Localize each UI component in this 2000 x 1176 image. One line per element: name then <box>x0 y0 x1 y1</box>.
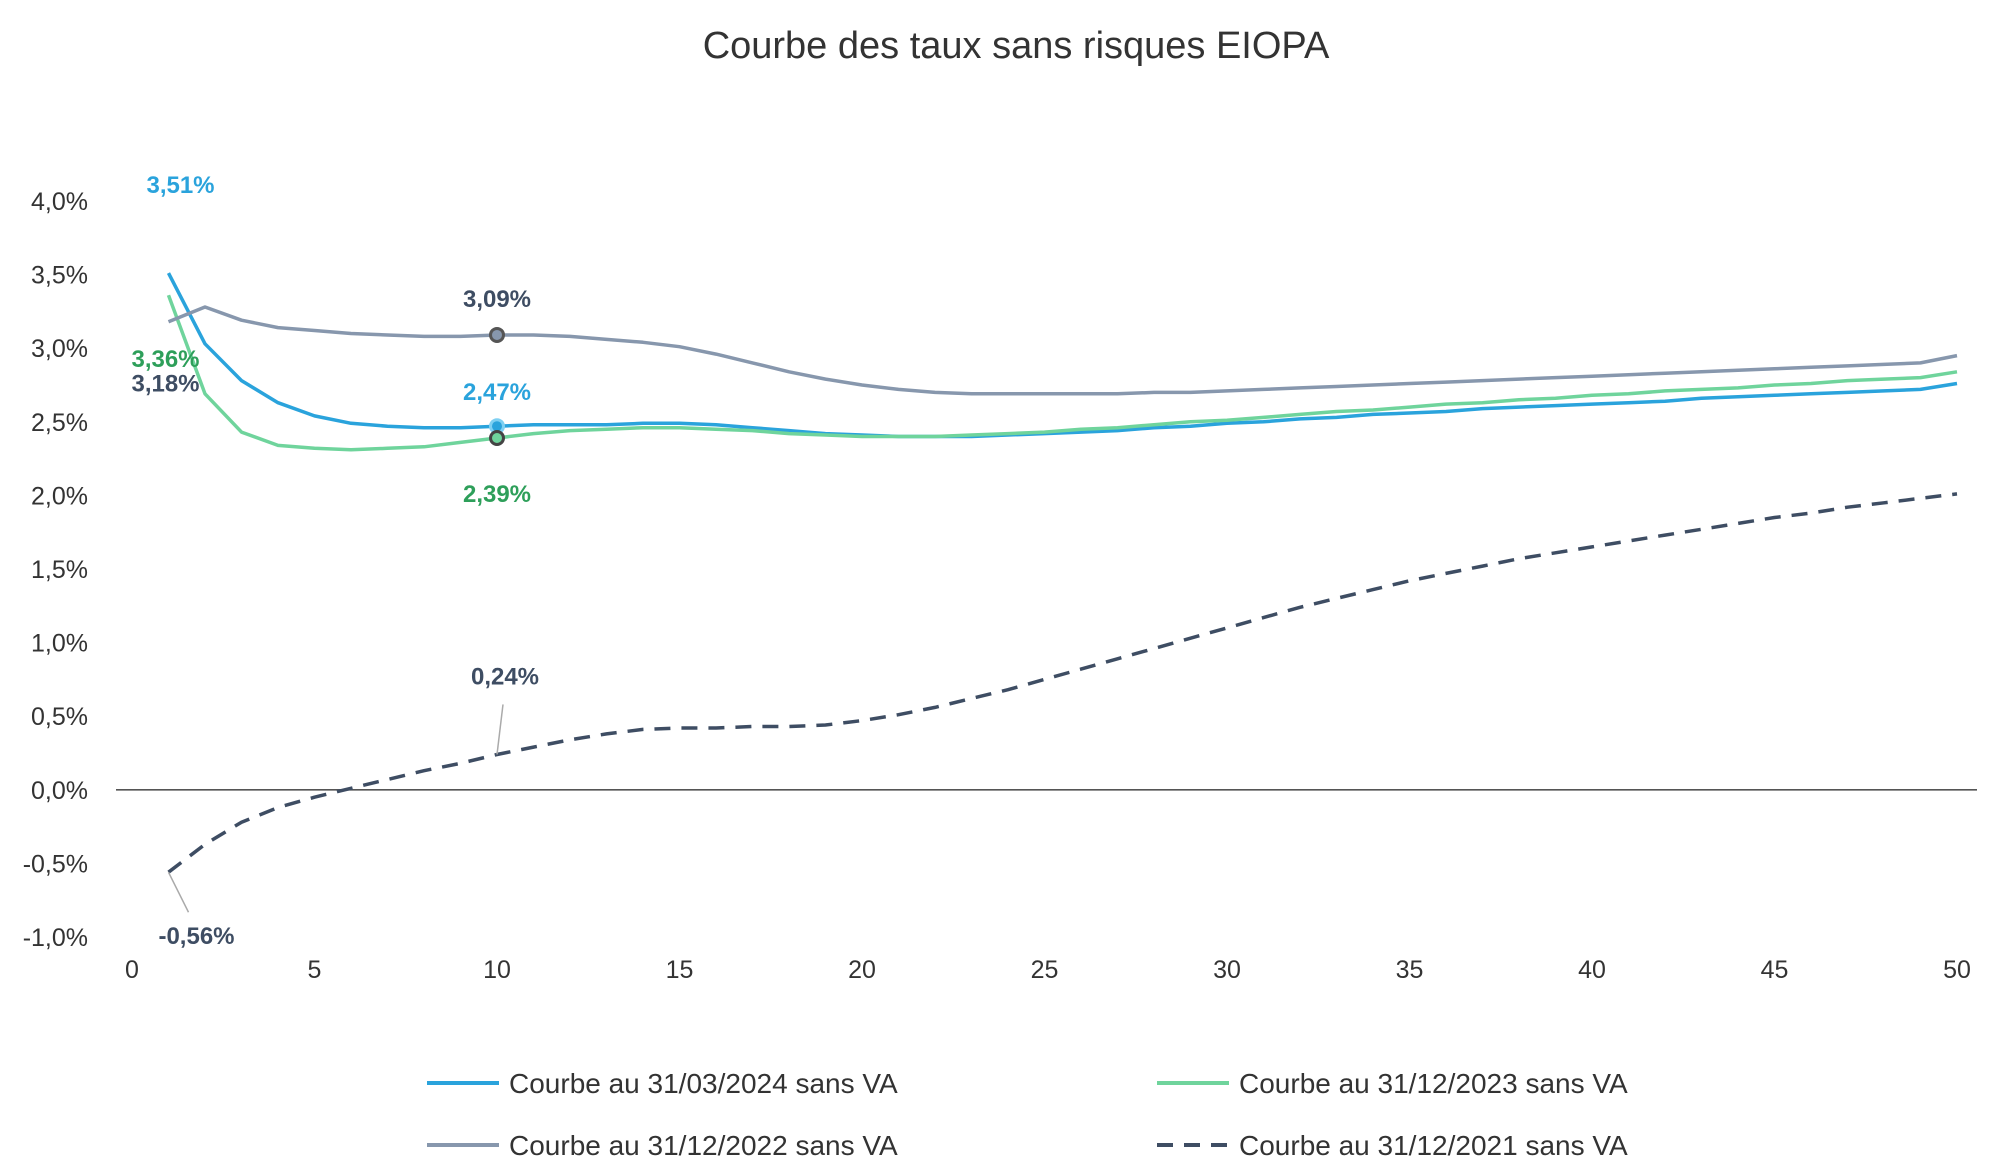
legend-label: Courbe au 31/03/2024 sans VA <box>509 1068 898 1099</box>
marker-point-3 <box>489 429 505 446</box>
legend: Courbe au 31/03/2024 sans VA Courbe au 31… <box>427 1068 1628 1161</box>
annotation-leader-line <box>496 704 504 755</box>
legend-label: Courbe au 31/12/2022 sans VA <box>509 1130 898 1161</box>
y-tick-label: 2,0% <box>31 482 88 510</box>
data-label: -0,56% <box>158 923 234 950</box>
chart-title: Courbe des taux sans risques EIOPA <box>703 25 1330 67</box>
x-tick-label: 0 <box>125 956 139 984</box>
data-label: 3,36% <box>131 346 199 373</box>
x-tick-label: 15 <box>666 956 694 984</box>
data-label: 2,47% <box>463 379 531 406</box>
series-line-1 <box>166 272 1958 439</box>
series-line-3 <box>167 305 1958 396</box>
y-tick-label: 0,0% <box>31 777 88 805</box>
data-markers <box>489 326 505 446</box>
series-line-4 <box>167 492 1958 874</box>
data-labels: 3,51% 3,18%3,36% 3,09% 2,47% 2,39% 0,24% -0,56… <box>131 172 539 950</box>
series-lines <box>166 272 1958 874</box>
data-label: 0,24% <box>471 663 539 690</box>
series-line-2 <box>166 294 1958 452</box>
x-tick-label: 5 <box>308 956 322 984</box>
y-tick-label: 3,0% <box>31 335 88 363</box>
y-tick-label: 0,5% <box>31 703 88 731</box>
data-label: 3,51% <box>146 172 214 199</box>
legend-item-1: Courbe au 31/03/2024 sans VA <box>427 1068 898 1099</box>
y-tick-label: 4,0% <box>31 188 88 216</box>
y-tick-label: -0,5% <box>23 850 88 878</box>
legend-label: Courbe au 31/12/2023 sans VA <box>1239 1068 1628 1099</box>
y-tick-label: 3,5% <box>31 262 88 290</box>
y-tick-label: 1,0% <box>31 630 88 658</box>
y-tick-label: 1,5% <box>31 556 88 584</box>
y-tick-label: 2,5% <box>31 409 88 437</box>
data-label: 3,09% <box>463 286 531 313</box>
legend-label: Courbe au 31/12/2021 sans VA <box>1239 1130 1628 1161</box>
x-tick-label: 30 <box>1213 956 1241 984</box>
x-tick-label: 40 <box>1578 956 1606 984</box>
y-tick-label: -1,0% <box>23 924 88 952</box>
x-tick-label: 25 <box>1031 956 1059 984</box>
annotation-leader-line <box>167 871 190 913</box>
legend-item-3: Courbe au 31/12/2022 sans VA <box>427 1130 898 1161</box>
x-tick-label: 50 <box>1943 956 1971 984</box>
axes: -1,0% -0,5% 0,0% 0,5% 1,0% 1,5% 2,0% 2,5% 3,0% 3,… <box>23 188 1977 984</box>
data-label: 2,39% <box>463 481 531 508</box>
marker-point-1 <box>489 326 505 343</box>
legend-item-4: Courbe au 31/12/2021 sans VA <box>1157 1130 1628 1161</box>
x-tick-label: 10 <box>483 956 511 984</box>
legend-item-2: Courbe au 31/12/2023 sans VA <box>1157 1068 1628 1099</box>
x-tick-label: 35 <box>1396 956 1424 984</box>
x-tick-label: 45 <box>1761 956 1789 984</box>
data-label: 3,18% <box>131 371 199 398</box>
x-tick-label: 20 <box>848 956 876 984</box>
